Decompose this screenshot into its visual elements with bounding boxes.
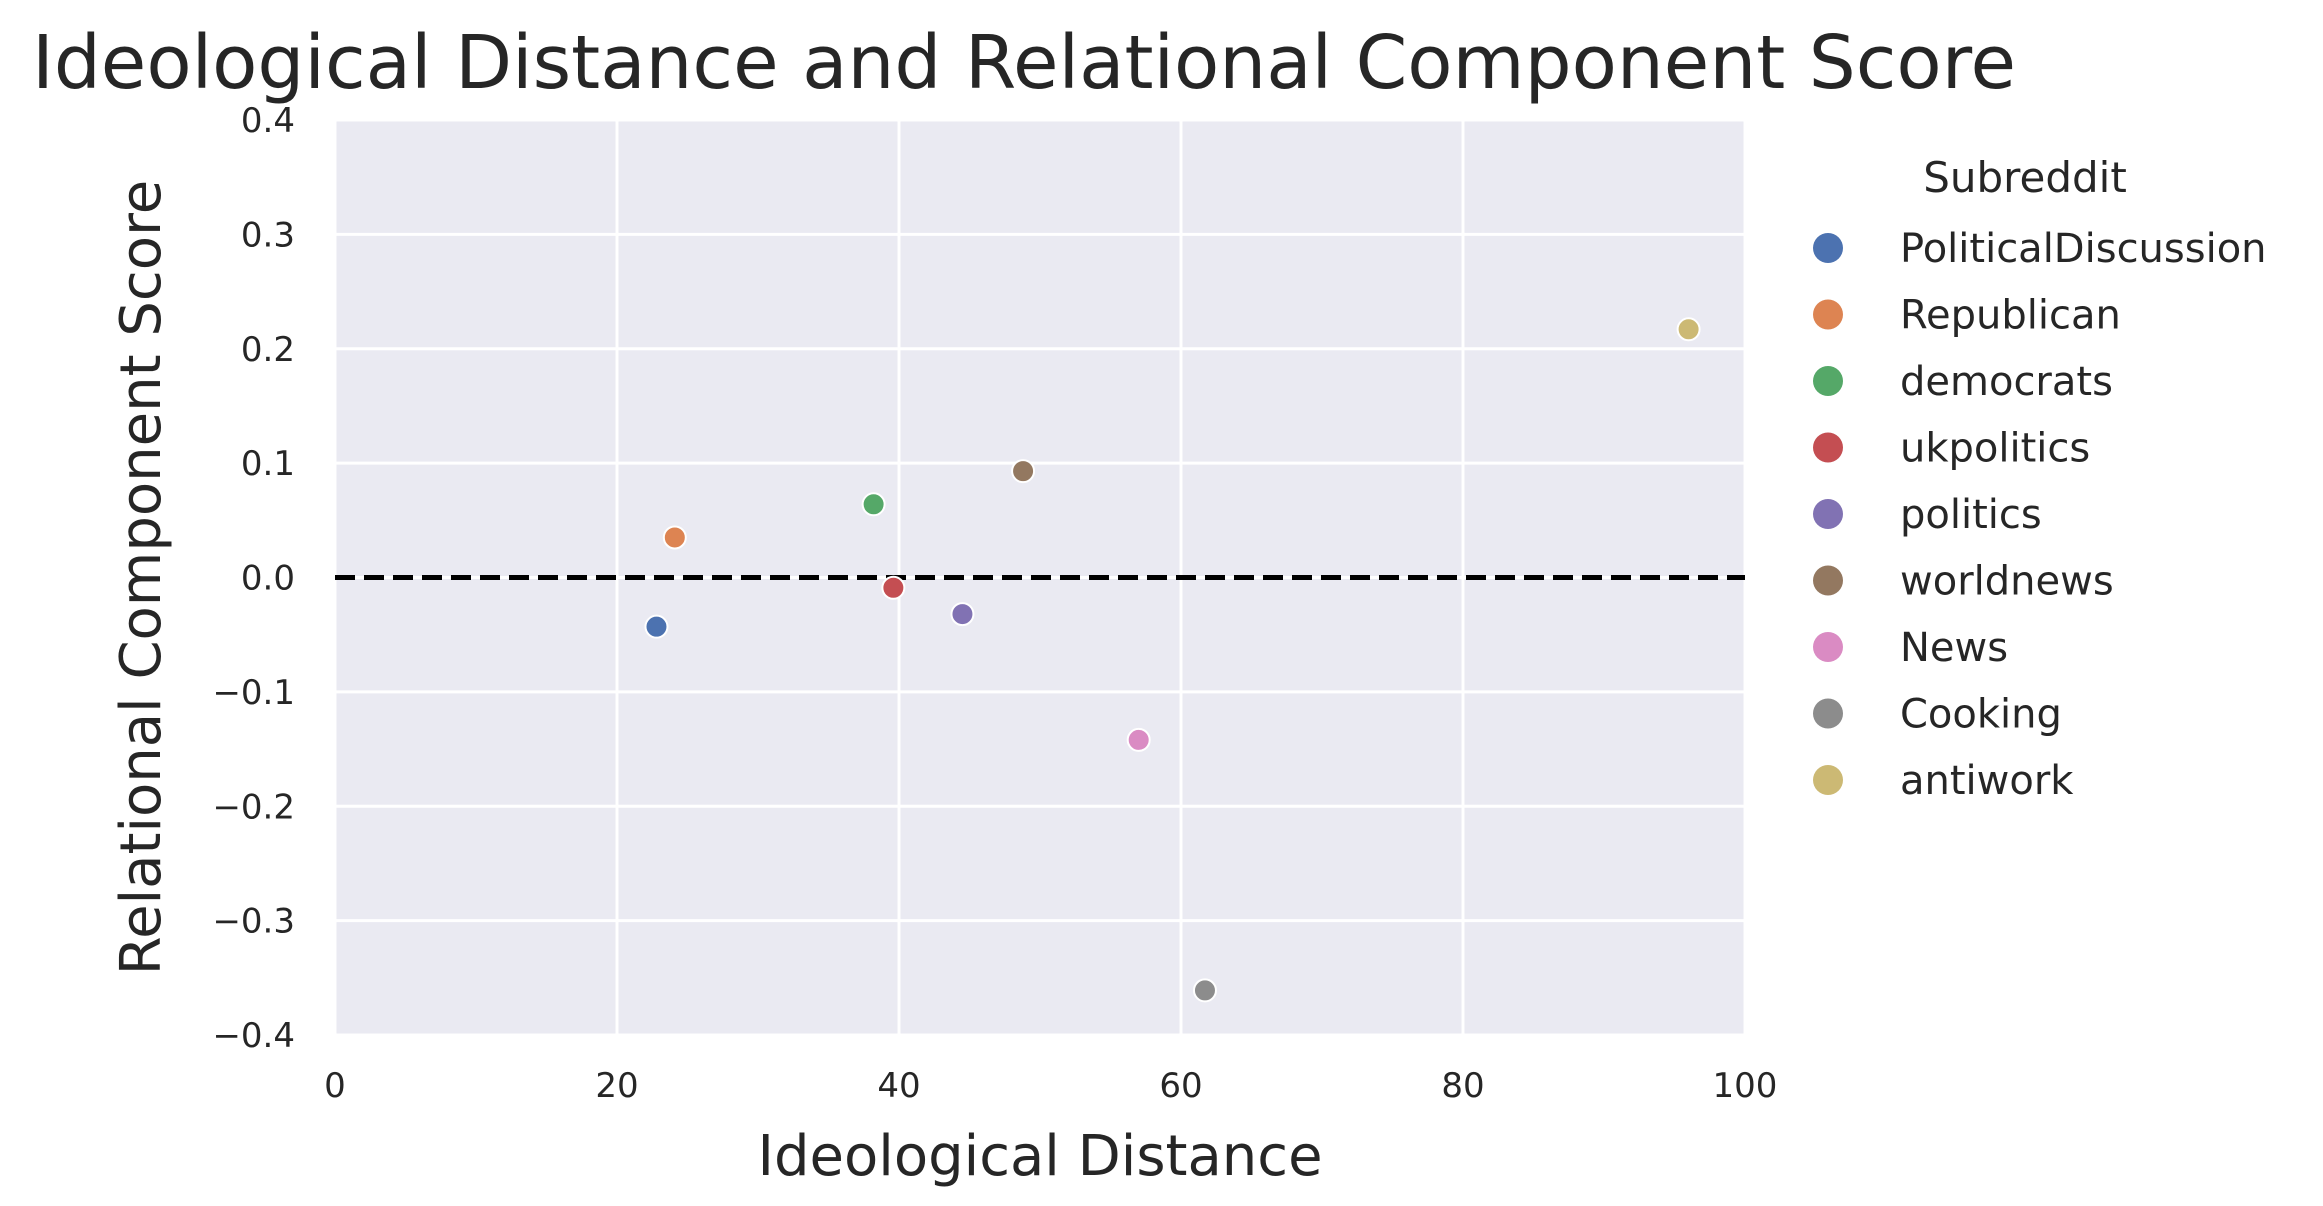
data-point-antiwork xyxy=(1676,317,1701,342)
legend-marker xyxy=(1813,299,1843,330)
x-tick-label: 100 xyxy=(1713,1066,1778,1106)
y-tick-label: −0.1 xyxy=(212,673,295,713)
legend-title: Subreddit xyxy=(1923,153,2127,202)
legend-label: News xyxy=(1900,625,2008,671)
x-axis-ticks: 0 20 40 60 80 100 xyxy=(324,1066,1777,1106)
y-axis-ticks: −0.4 −0.3 −0.2 −0.1 0.0 0.1 0.2 0.3 0.4 xyxy=(212,101,295,1056)
legend-label: worldnews xyxy=(1900,559,2114,605)
data-point-PoliticalDiscussion xyxy=(644,614,669,639)
legend-label: antiwork xyxy=(1900,758,2074,804)
data-points xyxy=(644,317,1701,1003)
legend-marker xyxy=(1813,233,1843,263)
legend-marker xyxy=(1813,432,1843,463)
legend-marker xyxy=(1813,499,1843,529)
data-point-News xyxy=(1126,727,1151,752)
data-point-democrats xyxy=(861,492,886,517)
data-point-worldnews xyxy=(1011,459,1036,484)
x-tick-label: 20 xyxy=(595,1066,638,1106)
data-point-Cooking xyxy=(1192,978,1217,1003)
legend-marker xyxy=(1813,765,1843,795)
legend: Subreddit PoliticalDiscussion Republican d… xyxy=(1813,153,2267,804)
x-tick-label: 40 xyxy=(877,1066,920,1106)
y-tick-label: −0.4 xyxy=(212,1016,295,1056)
legend-label: Republican xyxy=(1900,293,2121,339)
y-tick-label: −0.3 xyxy=(212,902,295,942)
legend-marker xyxy=(1813,565,1843,596)
x-tick-label: 80 xyxy=(1441,1066,1484,1106)
legend-label: Cooking xyxy=(1900,692,2062,738)
data-point-Republican xyxy=(662,525,687,550)
y-tick-label: 0.4 xyxy=(241,101,295,141)
legend-label: democrats xyxy=(1900,359,2113,405)
data-point-politics xyxy=(950,602,975,627)
y-tick-label: 0.0 xyxy=(241,559,295,599)
data-point-ukpolitics xyxy=(881,575,906,600)
legend-marker xyxy=(1813,698,1843,729)
legend-label: politics xyxy=(1900,492,2042,538)
chart-title: Ideological Distance and Relational Comp… xyxy=(32,20,2016,106)
legend-marker xyxy=(1813,366,1843,396)
y-tick-label: 0.2 xyxy=(241,330,295,370)
x-tick-label: 0 xyxy=(324,1066,346,1106)
legend-label: ukpolitics xyxy=(1900,426,2090,472)
y-tick-label: 0.1 xyxy=(241,444,295,484)
legend-label: PoliticalDiscussion xyxy=(1900,226,2267,272)
y-tick-label: 0.3 xyxy=(241,215,295,255)
x-tick-label: 60 xyxy=(1159,1066,1202,1106)
x-axis-label: Ideological Distance xyxy=(757,1124,1322,1189)
legend-marker xyxy=(1813,632,1843,662)
y-tick-label: −0.2 xyxy=(212,787,295,827)
y-axis-label: Relational Component Score xyxy=(109,180,174,975)
